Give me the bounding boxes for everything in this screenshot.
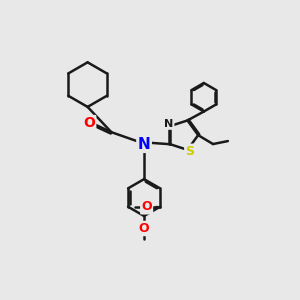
Text: N: N bbox=[138, 136, 150, 152]
Text: S: S bbox=[185, 145, 194, 158]
Text: O: O bbox=[83, 116, 95, 130]
Text: N: N bbox=[164, 119, 173, 129]
Text: O: O bbox=[139, 222, 149, 235]
Text: O: O bbox=[141, 200, 152, 213]
